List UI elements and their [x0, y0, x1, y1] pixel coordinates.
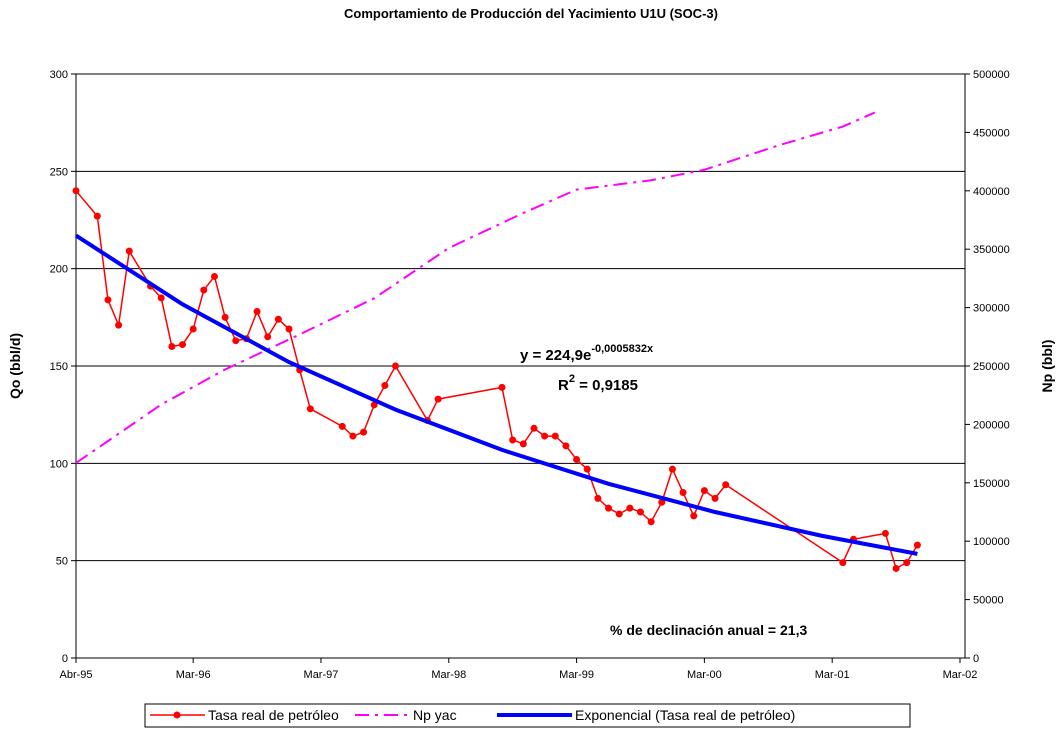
data-point [711, 494, 719, 502]
data-point [903, 559, 911, 567]
data-point [125, 247, 133, 255]
x-tick-label: Mar-98 [431, 669, 466, 681]
x-tick-label: Mar-97 [304, 669, 339, 681]
data-point [647, 518, 655, 526]
data-point [370, 401, 378, 409]
data-point [881, 529, 889, 537]
data-point [498, 383, 506, 391]
r-squared: R2 = 0,9185 [558, 373, 638, 394]
legend-label: Np yac [413, 707, 457, 723]
equation: y = 224,9e-0,0005832x [520, 343, 654, 364]
y-tick-label: 300 [50, 69, 68, 81]
y2-tick-label: 500000 [973, 69, 1010, 81]
y2-tick-label: 100000 [973, 536, 1010, 548]
data-point [221, 313, 229, 321]
x-tick-label: Mar-99 [559, 669, 594, 681]
data-point [200, 286, 208, 294]
data-point [605, 504, 613, 512]
y2-tick-label: 0 [973, 653, 979, 665]
data-point [679, 489, 687, 497]
data-point [115, 321, 123, 329]
series-line [75, 190, 919, 570]
x-tick-label: Mar-00 [687, 669, 722, 681]
data-point [573, 455, 581, 463]
y-tick-label: 250 [50, 166, 68, 178]
r-exponent: 2 [569, 373, 575, 385]
y2-tick-label: 50000 [973, 595, 1004, 607]
y-tick-label: 100 [50, 458, 68, 470]
y2-tick-label: 150000 [973, 478, 1010, 490]
equation-base: y = 224,9e [520, 347, 591, 364]
data-point [285, 325, 293, 333]
y2-axis-label: Np (bbl) [1039, 340, 1055, 393]
data-point [434, 395, 442, 403]
legend-label: Tasa real de petróleo [208, 707, 339, 723]
data-point [551, 432, 559, 440]
data-point [668, 465, 676, 473]
data-point [658, 498, 666, 506]
data-point [168, 343, 176, 351]
decline-note: % de declinación anual = 21,3 [610, 622, 807, 638]
data-point [349, 432, 357, 440]
data-point [839, 559, 847, 567]
data-point [700, 487, 708, 495]
data-point [338, 422, 346, 430]
y2-tick-label: 450000 [973, 127, 1010, 139]
data-point [189, 325, 197, 333]
data-point [509, 436, 517, 444]
y-tick-label: 0 [62, 653, 68, 665]
data-point [157, 294, 165, 302]
data-point [530, 424, 538, 432]
data-point [913, 541, 921, 549]
r-value: = 0,9185 [575, 377, 638, 394]
y-axis-label: Qo (bbl/d) [7, 333, 23, 399]
r-base: R [558, 377, 569, 394]
data-point [722, 481, 730, 489]
equation-exponent: -0,0005832x [591, 343, 654, 355]
legend-label: Exponencial (Tasa real de petróleo) [575, 707, 795, 723]
y2-tick-label: 400000 [973, 186, 1010, 198]
data-point [519, 440, 527, 448]
legend-marker [173, 711, 181, 719]
data-point [892, 564, 900, 572]
data-point [232, 337, 240, 345]
data-point [381, 381, 389, 389]
data-point [274, 315, 282, 323]
x-tick-label: Mar-96 [176, 669, 211, 681]
y2-tick-label: 250000 [973, 361, 1010, 373]
x-tick-label: Mar-01 [815, 669, 850, 681]
data-point [636, 508, 644, 516]
data-point [392, 362, 400, 370]
data-point [626, 504, 634, 512]
y-tick-label: 150 [50, 361, 68, 373]
y-tick-label: 50 [56, 556, 68, 568]
data-point [72, 187, 80, 195]
x-tick-label: Abr-95 [59, 669, 92, 681]
y-tick-label: 200 [50, 264, 68, 276]
chart-title: Comportamiento de Producción del Yacimie… [344, 6, 718, 21]
data-point [253, 307, 261, 315]
series-line [75, 111, 876, 464]
y2-tick-label: 200000 [973, 419, 1010, 431]
data-point [210, 272, 218, 280]
data-point [93, 212, 101, 220]
data-point [594, 494, 602, 502]
data-point [306, 405, 314, 413]
data-point [583, 465, 591, 473]
y2-tick-label: 350000 [973, 244, 1010, 256]
x-tick-label: Mar-02 [943, 669, 978, 681]
y2-tick-label: 300000 [973, 303, 1010, 315]
data-point [104, 296, 112, 304]
data-point [541, 432, 549, 440]
data-point [615, 510, 623, 518]
data-point [360, 428, 368, 436]
data-point [179, 341, 187, 349]
series-line [74, 233, 918, 556]
data-point [264, 333, 272, 341]
data-point [562, 442, 570, 450]
data-point [690, 512, 698, 520]
